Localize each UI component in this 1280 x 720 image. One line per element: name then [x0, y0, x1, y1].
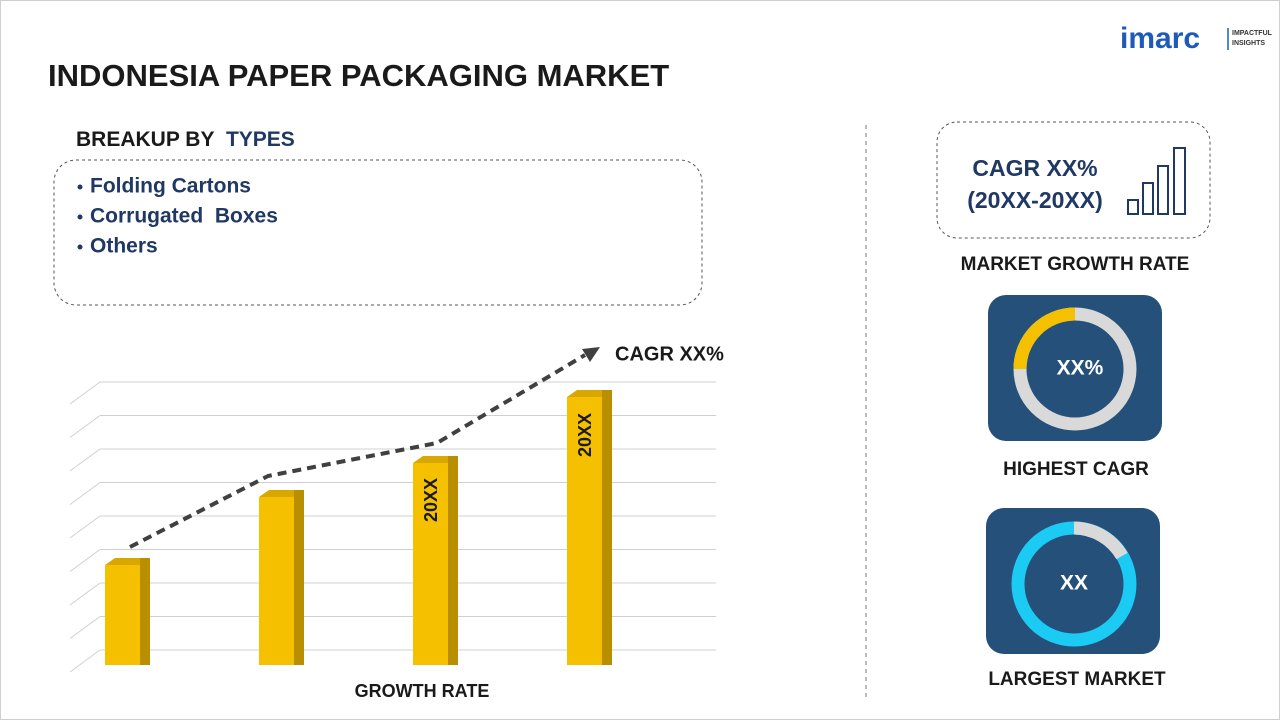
- market-label: LARGEST MARKET: [988, 669, 1166, 690]
- logo-tagline: IMPACTFUL: [1232, 30, 1273, 37]
- grid-line: [69, 616, 101, 639]
- grid-line: [69, 448, 101, 472]
- trend-label: CAGR XX%: [615, 343, 724, 365]
- trend-line: [129, 353, 587, 549]
- bar-side: [140, 558, 150, 665]
- bar-top: [105, 558, 150, 565]
- bullet: [77, 184, 83, 190]
- breakup-list: Folding Cartons Corrugated Boxes Others: [77, 175, 278, 258]
- growth-period: (20XX-20XX): [967, 187, 1103, 213]
- grid-line: [69, 381, 101, 405]
- page-title: INDONESIA PAPER PACKAGING MARKET: [48, 58, 669, 93]
- chart-grid: [69, 381, 716, 673]
- grid-line: [69, 582, 101, 606]
- grid-line: [69, 415, 101, 438]
- cagr-label: HIGHEST CAGR: [1003, 459, 1149, 480]
- bar-side: [602, 390, 612, 665]
- bar-label: 20XX: [421, 478, 441, 522]
- bar: [567, 397, 602, 665]
- bullet: [77, 214, 83, 220]
- growth-label: MARKET GROWTH RATE: [961, 254, 1190, 275]
- bar-label: 20XX: [575, 413, 595, 457]
- bar: [259, 497, 294, 665]
- grid-line: [69, 515, 101, 539]
- market-value: XX: [1060, 572, 1088, 595]
- breakup-box: [53, 159, 703, 306]
- cagr-value: XX%: [1057, 357, 1104, 380]
- trend-arrow: [582, 347, 600, 362]
- bar-top: [259, 490, 304, 497]
- growth-box: [936, 121, 1211, 239]
- growth-icon: [1127, 147, 1186, 215]
- bar: [413, 463, 448, 665]
- bar: [105, 565, 140, 665]
- grid-line: [69, 549, 101, 572]
- bars: [105, 390, 612, 665]
- breakup-heading: BREAKUP BY TYPES: [76, 128, 295, 151]
- bar-side: [294, 490, 304, 665]
- growth-cagr: CAGR XX%: [972, 155, 1097, 181]
- grid-line: [69, 649, 101, 673]
- logo-brand: imarc: [1120, 22, 1200, 55]
- donut-arc: [1073, 521, 1128, 560]
- bar-top: [413, 456, 458, 463]
- breakup-item: Corrugated Boxes: [90, 205, 278, 228]
- grid-line: [69, 482, 101, 505]
- axis-label: GROWTH RATE: [355, 681, 490, 701]
- heading-prefix: BREAKUP BY: [76, 128, 214, 151]
- bar-top: [567, 390, 612, 397]
- donut-arc: [1013, 307, 1076, 370]
- logo-tagline: INSIGHTS: [1232, 40, 1265, 47]
- bar-side: [448, 456, 458, 665]
- breakup-item: Others: [90, 235, 158, 258]
- heading-highlight: TYPES: [226, 128, 295, 151]
- breakup-item: Folding Cartons: [90, 175, 251, 198]
- bullet: [77, 244, 83, 250]
